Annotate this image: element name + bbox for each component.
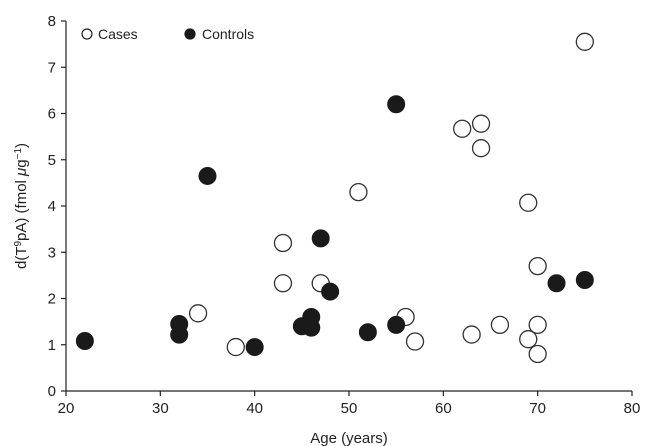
x-tick-label: 70 bbox=[529, 400, 546, 417]
y-tick-label: 6 bbox=[48, 106, 56, 123]
y-title-sup1: 9 bbox=[13, 241, 24, 247]
control-point bbox=[321, 282, 340, 301]
y-title-sup2: −1 bbox=[13, 148, 24, 160]
control-point bbox=[245, 338, 264, 357]
case-point bbox=[519, 330, 538, 349]
axes: 20 30 40 50 60 70 80 0 1 2 3 4 5 6 7 8 bbox=[48, 13, 641, 417]
case-point bbox=[462, 325, 481, 344]
y-tick-label: 8 bbox=[48, 13, 56, 30]
control-point bbox=[547, 274, 566, 293]
control-point bbox=[387, 315, 406, 334]
case-point bbox=[528, 315, 547, 335]
control-point bbox=[358, 323, 377, 342]
legend: Cases Controls bbox=[81, 26, 254, 42]
case-point bbox=[490, 315, 510, 335]
control-point bbox=[170, 325, 189, 344]
y-title-main: d(T bbox=[13, 247, 30, 270]
y-tick-label: 2 bbox=[48, 291, 56, 308]
legend-cases-label: Cases bbox=[98, 26, 138, 42]
control-point bbox=[75, 332, 94, 351]
case-point bbox=[575, 32, 594, 51]
case-point bbox=[453, 119, 472, 138]
case-point bbox=[226, 337, 245, 357]
case-point bbox=[528, 344, 547, 364]
control-point bbox=[575, 271, 594, 289]
case-point bbox=[519, 193, 538, 212]
y-title-end: ) bbox=[13, 143, 30, 148]
legend-controls-marker bbox=[184, 28, 196, 40]
case-point bbox=[188, 304, 208, 323]
x-axis-title: Age (years) bbox=[310, 430, 388, 446]
x-tick-label: 20 bbox=[58, 400, 75, 417]
x-tick-label: 80 bbox=[624, 400, 641, 417]
legend-cases-marker bbox=[81, 28, 93, 40]
x-tick-label: 30 bbox=[152, 400, 169, 417]
y-axis-title: d(T9pA) (fmol μg−1) bbox=[13, 143, 31, 269]
legend-controls-label: Controls bbox=[202, 26, 254, 42]
x-tick-label: 50 bbox=[341, 400, 358, 417]
case-point bbox=[471, 139, 491, 158]
y-tick-label: 0 bbox=[48, 383, 56, 400]
y-tick-label: 4 bbox=[48, 198, 56, 215]
control-point bbox=[387, 95, 406, 114]
x-tick-label: 60 bbox=[435, 400, 452, 417]
x-axis-ticks: 20 30 40 50 60 70 80 bbox=[58, 391, 641, 417]
data-points bbox=[75, 32, 594, 364]
control-point bbox=[302, 318, 321, 337]
control-point bbox=[311, 229, 330, 248]
case-point bbox=[405, 332, 425, 351]
control-point bbox=[198, 166, 217, 185]
case-point bbox=[273, 233, 293, 253]
case-point bbox=[471, 114, 491, 133]
y-tick-label: 7 bbox=[48, 59, 56, 76]
y-axis-ticks: 0 1 2 3 4 5 6 7 8 bbox=[48, 13, 66, 400]
case-point bbox=[273, 274, 293, 293]
y-tick-label: 3 bbox=[48, 244, 56, 261]
x-tick-label: 40 bbox=[246, 400, 263, 417]
y-title-mid: pA) (fmol bbox=[13, 176, 30, 241]
case-point bbox=[528, 256, 547, 276]
y-tick-label: 5 bbox=[48, 152, 56, 169]
y-tick-label: 1 bbox=[48, 337, 56, 354]
y-title-g: g bbox=[13, 159, 30, 167]
case-point bbox=[349, 182, 368, 202]
y-title-mu: μ bbox=[13, 168, 30, 177]
